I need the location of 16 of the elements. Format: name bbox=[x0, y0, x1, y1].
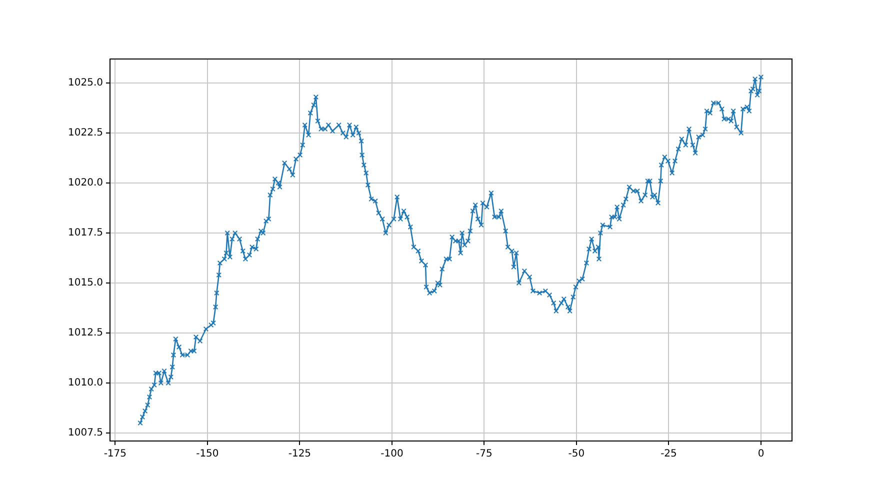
y-tick-label: 1022.5 bbox=[68, 128, 103, 139]
y-tick-label: 1020.0 bbox=[68, 178, 103, 189]
x-tick-label: -150 bbox=[196, 448, 219, 460]
x-tick-label: 0 bbox=[758, 448, 764, 460]
y-tick-label: 1007.5 bbox=[68, 428, 103, 439]
x-tick-label: -50 bbox=[568, 448, 585, 460]
y-tick-label: 1017.5 bbox=[68, 228, 103, 239]
x-tick-label: -125 bbox=[288, 448, 312, 460]
y-tick-label: 1025.0 bbox=[68, 78, 103, 89]
x-tick-label: -25 bbox=[660, 448, 677, 460]
x-tick-label: -100 bbox=[380, 448, 404, 460]
y-tick-label: 1015.0 bbox=[68, 278, 103, 289]
y-tick-label: 1010.0 bbox=[68, 378, 103, 389]
y-tick-label: 1012.5 bbox=[68, 328, 103, 339]
x-tick-label: -75 bbox=[476, 448, 492, 460]
x-tick-label: -175 bbox=[104, 448, 127, 460]
